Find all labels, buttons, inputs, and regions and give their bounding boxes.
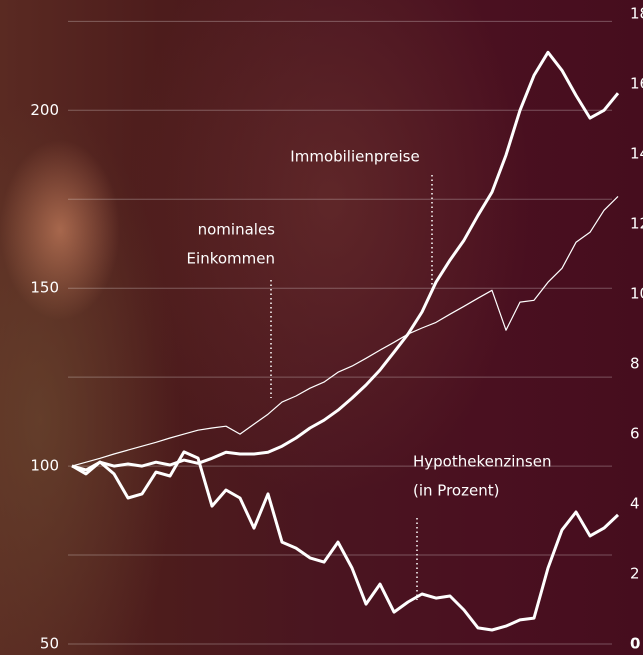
y2-tick-label: 12 — [630, 215, 643, 233]
y-tick-label: 150 — [30, 279, 59, 297]
annotation: (in Prozent) — [413, 482, 499, 500]
annotation: Hypothekenzinsen — [413, 453, 551, 471]
y2-tick-label: 4 — [630, 495, 640, 513]
annotation: Einkommen — [187, 250, 275, 268]
data-line — [71, 50, 620, 472]
y-tick-label: 100 — [30, 457, 59, 475]
data-line — [71, 195, 619, 467]
y-tick-label: 50 — [40, 635, 59, 653]
y2-tick-label: 14 — [630, 145, 643, 163]
annotation: Immobilienpreise — [290, 148, 419, 166]
annotation: nominales — [198, 221, 276, 239]
y-tick-label: 200 — [30, 101, 59, 119]
data-line — [71, 450, 620, 632]
y2-tick-label: 10 — [630, 285, 643, 303]
y2-tick-label: 8 — [630, 355, 640, 373]
y2-tick-label: 16 — [630, 75, 643, 93]
y2-tick-label: 2 — [630, 565, 640, 583]
y2-tick-label: 0 — [630, 635, 640, 653]
y2-tick-label: 6 — [630, 425, 640, 443]
y2-tick-label: 18 — [630, 5, 643, 23]
